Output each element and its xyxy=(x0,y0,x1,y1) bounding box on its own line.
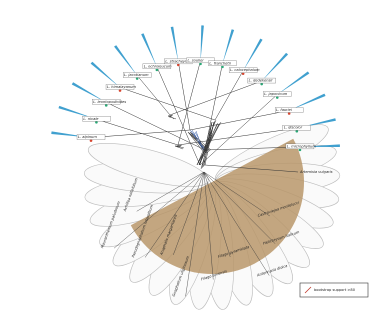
taxon-label: L. microphyllum xyxy=(287,144,316,148)
taxon-label: L. stracheyi xyxy=(165,59,186,63)
taxon-label: L. japonicum xyxy=(264,92,287,96)
taxon-label: L. alpinum xyxy=(78,135,97,139)
taxon-label: L. himalayanum xyxy=(107,85,136,89)
taxon-label: L. discolor xyxy=(284,126,303,130)
taxon-label: L. calocephalum xyxy=(230,68,260,72)
legend-text: bootstrap support >80 xyxy=(314,288,356,292)
taxon-label: L. jacotianum xyxy=(124,73,149,77)
taxon-label: L. ochroleucum xyxy=(144,64,172,68)
taxon-label: L. nivale xyxy=(83,117,99,121)
taxon-label: L. souliei xyxy=(187,58,203,62)
outgroup-label: Artemisia vulgaris xyxy=(299,170,333,174)
taxon-label: L. leontopodioides xyxy=(93,100,126,104)
taxon-label: L. fauriei xyxy=(276,108,292,112)
figure: Castroviejoa montelucciHelichrysum itali… xyxy=(0,0,373,313)
taxon-label: L. franchetii xyxy=(209,61,230,65)
taxon-label: L. dedekensii xyxy=(249,79,273,83)
